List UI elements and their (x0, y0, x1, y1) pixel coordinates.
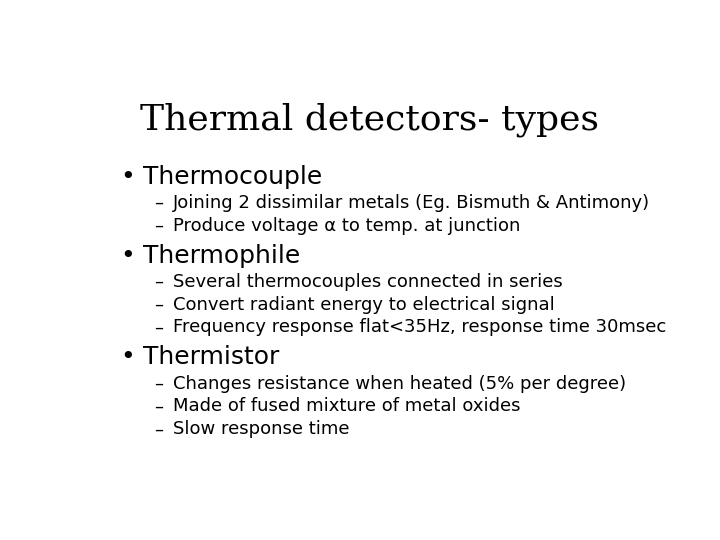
Text: –: – (154, 420, 163, 438)
Text: •: • (121, 346, 135, 369)
Text: Joining 2 dissimilar metals (Eg. Bismuth & Antimony): Joining 2 dissimilar metals (Eg. Bismuth… (173, 194, 649, 212)
Text: –: – (154, 375, 163, 393)
Text: Changes resistance when heated (5% per degree): Changes resistance when heated (5% per d… (173, 375, 626, 393)
Text: •: • (121, 165, 135, 188)
Text: •: • (121, 244, 135, 268)
Text: Made of fused mixture of metal oxides: Made of fused mixture of metal oxides (173, 397, 520, 415)
Text: –: – (154, 319, 163, 336)
Text: –: – (154, 397, 163, 415)
Text: Slow response time: Slow response time (173, 420, 349, 438)
Text: –: – (154, 295, 163, 314)
Text: –: – (154, 217, 163, 234)
Text: Thermophile: Thermophile (143, 244, 300, 268)
Text: Thermal detectors- types: Thermal detectors- types (140, 102, 598, 137)
Text: Convert radiant energy to electrical signal: Convert radiant energy to electrical sig… (173, 295, 554, 314)
Text: Several thermocouples connected in series: Several thermocouples connected in serie… (173, 273, 562, 291)
Text: Thermistor: Thermistor (143, 346, 279, 369)
Text: Thermocouple: Thermocouple (143, 165, 323, 188)
Text: –: – (154, 194, 163, 212)
Text: –: – (154, 273, 163, 291)
Text: Frequency response flat<35Hz, response time 30msec: Frequency response flat<35Hz, response t… (173, 319, 666, 336)
Text: Produce voltage α to temp. at junction: Produce voltage α to temp. at junction (173, 217, 520, 234)
